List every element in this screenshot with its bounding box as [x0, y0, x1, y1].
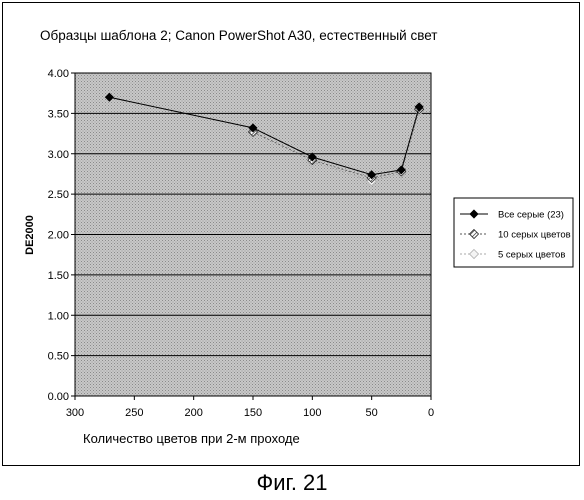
x-axis-label: Количество цветов при 2-м проходе [83, 431, 300, 446]
x-tick-label: 150 [244, 407, 262, 419]
x-tick-label: 100 [303, 407, 321, 419]
y-tick-label: 2.00 [48, 230, 69, 242]
x-tick-label: 50 [366, 407, 378, 419]
y-tick-label: 3.00 [48, 149, 69, 161]
x-tick-label: 0 [428, 407, 434, 419]
chart: Образцы шаблона 2; Canon PowerShot A30, … [0, 0, 584, 466]
legend-label: 10 серых цветов [498, 230, 571, 241]
x-tick-label: 250 [125, 407, 143, 419]
y-tick-label: 2.50 [48, 189, 69, 201]
legend-label: 5 серых цветов [498, 250, 565, 261]
y-axis-label: DE2000 [24, 215, 36, 255]
y-tick-label: 3.50 [48, 108, 69, 120]
chart-title: Образцы шаблона 2; Canon PowerShot A30, … [40, 28, 437, 43]
y-tick-label: 4.00 [48, 68, 69, 80]
figure-caption: Фиг. 21 [0, 470, 584, 496]
x-tick-label: 300 [66, 407, 84, 419]
y-tick-label: 0.00 [48, 391, 69, 403]
x-tick-label: 200 [184, 407, 202, 419]
legend: Все серые (23) 10 серых цветов 5 серых цве… [454, 198, 573, 267]
y-tick-label: 0.50 [48, 351, 69, 363]
y-tick-label: 1.00 [48, 310, 69, 322]
legend-label: Все серые (23) [498, 210, 564, 221]
y-tick-label: 1.50 [48, 270, 69, 282]
